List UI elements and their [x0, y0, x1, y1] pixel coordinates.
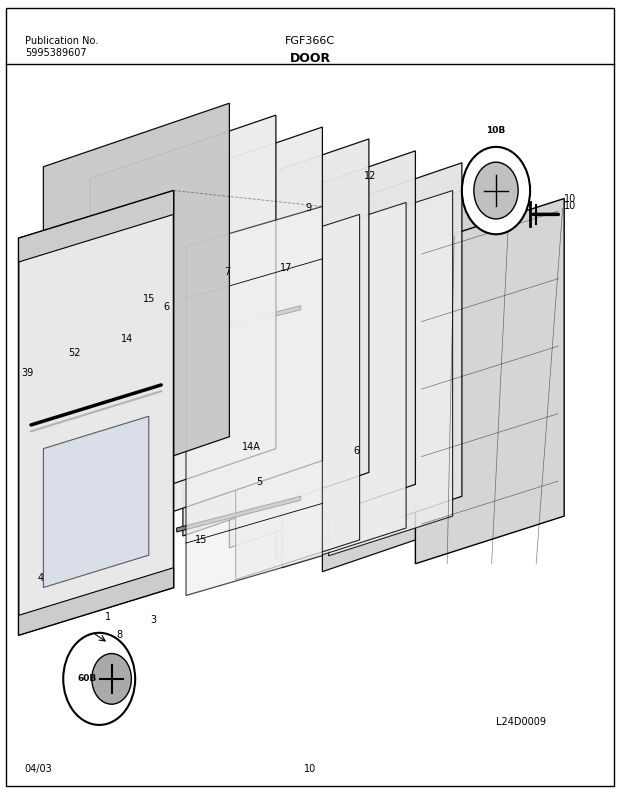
Circle shape: [92, 653, 131, 704]
Text: 6: 6: [163, 303, 169, 312]
Text: 7: 7: [224, 267, 231, 276]
Text: 15: 15: [195, 535, 208, 545]
Text: 12: 12: [364, 172, 376, 181]
Polygon shape: [236, 214, 360, 580]
Polygon shape: [186, 206, 322, 596]
Polygon shape: [282, 202, 406, 568]
Text: FGF366C: FGF366C: [285, 36, 335, 46]
Text: 14: 14: [121, 334, 133, 344]
Text: 3: 3: [151, 615, 157, 625]
Text: 4: 4: [37, 573, 43, 583]
Polygon shape: [90, 115, 276, 512]
Polygon shape: [19, 191, 174, 635]
Text: 10: 10: [564, 202, 577, 211]
Polygon shape: [329, 191, 453, 556]
Text: 52: 52: [68, 349, 81, 358]
Text: eReplacementParts.com: eReplacementParts.com: [234, 391, 386, 403]
Polygon shape: [43, 416, 149, 588]
Text: 60B: 60B: [77, 674, 97, 684]
Polygon shape: [19, 191, 174, 262]
Polygon shape: [415, 198, 564, 564]
Text: 5995389607: 5995389607: [25, 48, 86, 58]
Text: L24D0009: L24D0009: [495, 716, 546, 727]
Text: 8: 8: [116, 630, 122, 640]
Text: 5: 5: [256, 477, 262, 487]
Polygon shape: [229, 151, 415, 548]
Polygon shape: [177, 306, 301, 341]
Text: 17: 17: [280, 264, 293, 273]
Text: 04/03: 04/03: [25, 764, 53, 774]
Polygon shape: [183, 139, 369, 536]
Polygon shape: [43, 103, 229, 500]
Polygon shape: [276, 163, 462, 560]
Circle shape: [474, 162, 518, 219]
Polygon shape: [19, 568, 174, 635]
Text: DOOR: DOOR: [290, 52, 330, 64]
Text: 9: 9: [305, 203, 311, 213]
Circle shape: [462, 147, 530, 234]
Text: 6: 6: [353, 446, 360, 456]
Text: 14A: 14A: [242, 442, 260, 452]
Text: 15: 15: [143, 294, 155, 303]
Text: Publication No.: Publication No.: [25, 36, 98, 46]
Polygon shape: [322, 175, 508, 572]
Text: 1: 1: [105, 612, 112, 622]
Text: 10B: 10B: [486, 126, 506, 135]
Polygon shape: [177, 496, 301, 532]
Text: 39: 39: [22, 368, 34, 378]
Text: 10: 10: [304, 764, 316, 774]
Polygon shape: [136, 127, 322, 524]
Text: 10: 10: [564, 194, 577, 203]
Circle shape: [63, 633, 135, 725]
